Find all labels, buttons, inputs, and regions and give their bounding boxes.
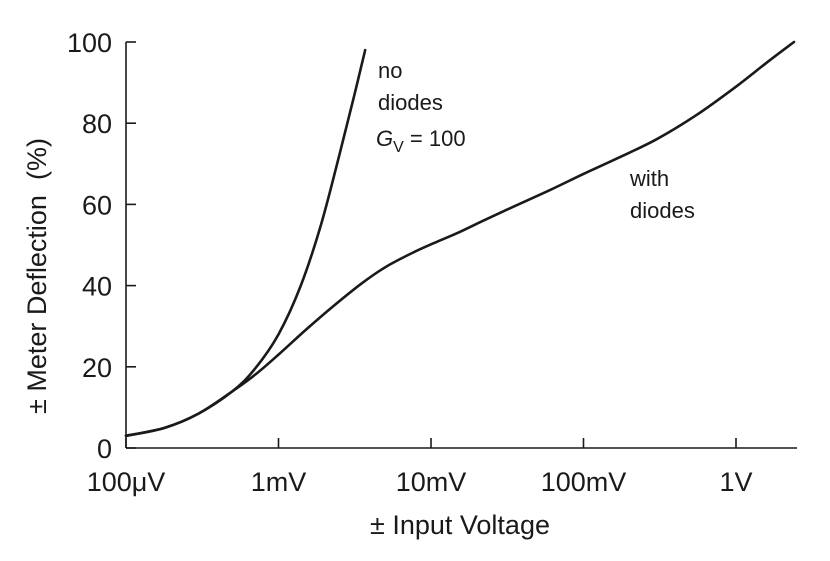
annotation-with-diodes-line1: with xyxy=(629,166,669,191)
y-axis-title: ± Meter Deflection (%) xyxy=(22,138,52,414)
y-tick-label: 60 xyxy=(82,190,112,220)
tick-labels: 100μV 1mV 10mV 100mV 1V 0 20 40 60 80 100 xyxy=(67,28,753,497)
x-tick-label: 100μV xyxy=(87,467,166,497)
ticks xyxy=(125,41,737,449)
x-tick-label: 100mV xyxy=(541,467,627,497)
series-line-with-diodes xyxy=(124,40,796,438)
y-tick-label: 40 xyxy=(82,272,112,302)
y-tick-label: 20 xyxy=(82,353,112,383)
annotation-no-diodes: no diodes GV = 100 xyxy=(376,58,466,156)
annotation-with-diodes-line2: diodes xyxy=(630,198,695,223)
annotation-gain-value: = 100 xyxy=(404,126,466,151)
annotation-gain-symbol: G xyxy=(376,126,393,151)
series xyxy=(124,40,796,438)
x-tick-label: 10mV xyxy=(396,467,467,497)
annotation-gain-subscript: V xyxy=(393,139,404,156)
x-tick-label: 1mV xyxy=(251,467,307,497)
series-line-no-diodes xyxy=(124,48,367,438)
x-axis-title: ± Input Voltage xyxy=(370,510,550,540)
annotation-with-diodes: with diodes xyxy=(629,166,695,223)
annotation-no-diodes-line2: diodes xyxy=(378,90,443,115)
x-tick-label: 1V xyxy=(719,467,752,497)
axes xyxy=(125,42,797,449)
y-tick-label: 0 xyxy=(97,434,112,464)
y-tick-label: 80 xyxy=(82,109,112,139)
annotation-no-diodes-line1: no xyxy=(378,58,402,83)
annotation-gain: GV = 100 xyxy=(376,126,466,156)
y-tick-label: 100 xyxy=(67,28,112,58)
